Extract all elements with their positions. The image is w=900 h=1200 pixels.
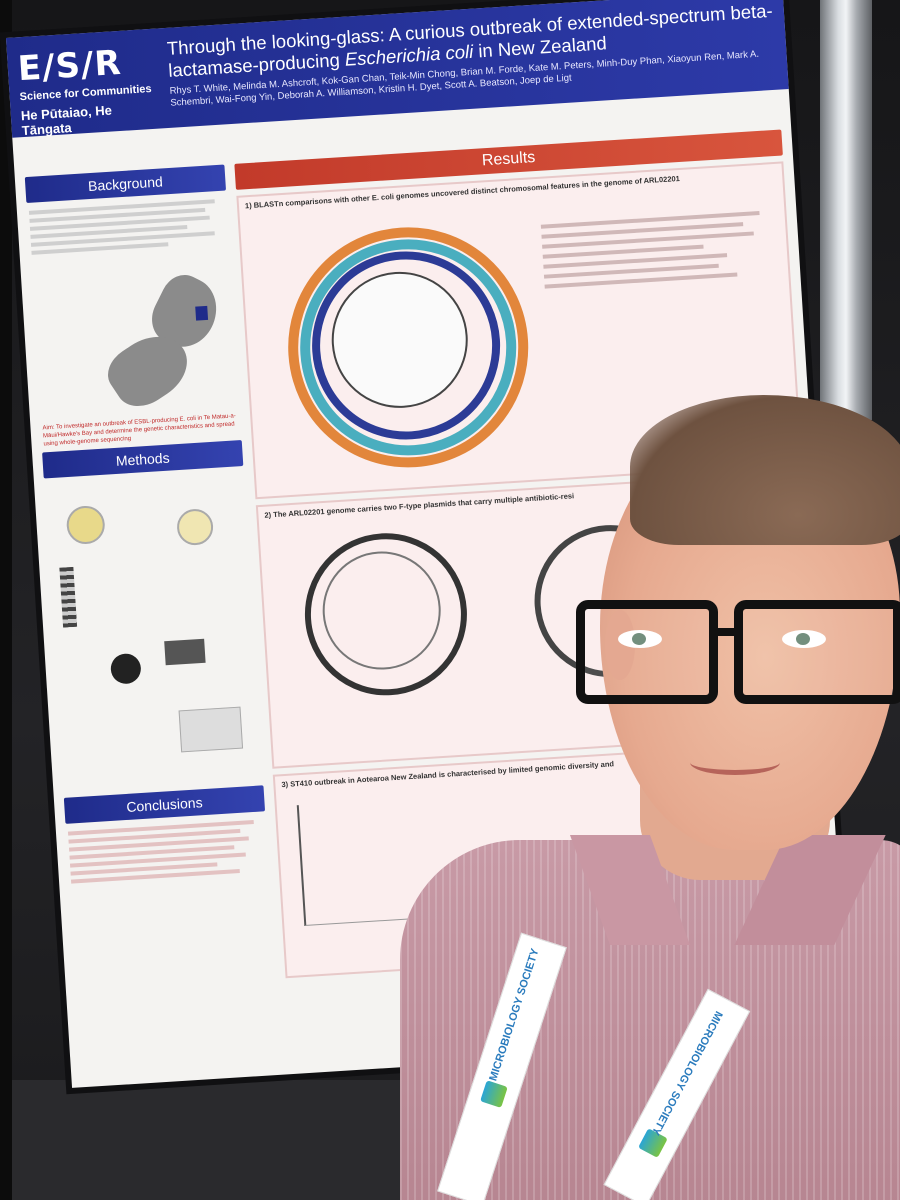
results-panel-1: 1) BLASTn comparisons with other E. coli…	[236, 161, 803, 500]
logo-subtitle: He Pūtaiao, He Tāngata	[20, 102, 113, 139]
results-panel-3: 3) ST410 outbreak in Aotearoa New Zealan…	[272, 740, 833, 979]
nz-map	[32, 254, 237, 417]
sequencer-flowcell-icon	[109, 652, 142, 685]
plasmid-b-ring	[529, 520, 692, 682]
dna-icon	[59, 566, 78, 628]
conclusions-text	[65, 811, 269, 891]
sequencer-icon	[164, 638, 206, 666]
ast-plate-icon	[175, 507, 215, 547]
esr-logo: E/S/R Science for Communities He Pūtaiao…	[17, 41, 162, 139]
background-text	[26, 190, 229, 262]
microbiology-society-mark	[607, 1000, 631, 1017]
poster-results-column: Results 1) BLASTn comparisons with other…	[234, 129, 833, 979]
floor	[0, 1080, 900, 1200]
results-panel-2: 2) The ARL02201 genome carries two F-typ…	[255, 470, 820, 769]
metal-pole	[820, 0, 872, 420]
panel-1-bullets	[540, 204, 774, 294]
phylogenetic-tree	[296, 791, 526, 927]
methods-diagram	[44, 466, 264, 798]
research-poster: E/S/R Science for Communities He Pūtaiao…	[6, 0, 849, 1088]
petri-dish-icon	[65, 504, 106, 546]
logo-mark: E/S/R	[16, 42, 123, 90]
poster-left-column: Background Aim: To investigate an outbre…	[24, 164, 270, 892]
hawkes-bay-marker	[195, 305, 209, 321]
phylogeny-icon	[178, 706, 244, 753]
microbiology-society-logo: MICROBIOLOGY SOCIETY	[607, 992, 773, 1017]
board-edge	[0, 0, 12, 1200]
